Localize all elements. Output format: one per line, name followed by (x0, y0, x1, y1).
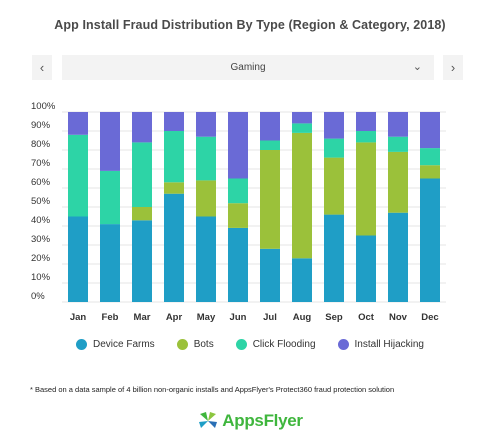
bar-segment (260, 112, 280, 141)
bar-segment (132, 142, 152, 207)
logo-text: AppsFlyer (222, 411, 303, 430)
bar-segment (68, 112, 88, 135)
bar-segment (228, 227, 248, 302)
bar-segment (292, 123, 312, 133)
bar-segment (196, 112, 216, 137)
bar-segment (164, 193, 184, 302)
bar-segment (292, 258, 312, 302)
y-tick-label: 90% (31, 120, 51, 131)
bar-segment (420, 165, 440, 179)
x-tick-label: Apr (166, 312, 183, 323)
category-select-value: Gaming (230, 62, 266, 73)
bar-segment (260, 140, 280, 150)
bar-segment (388, 136, 408, 152)
y-tick-label: 20% (31, 253, 51, 264)
bar-segment (292, 112, 312, 124)
legend-label: Bots (193, 339, 214, 350)
y-tick-label: 40% (31, 215, 51, 226)
y-tick-label: 50% (31, 196, 51, 207)
legend-swatch (76, 339, 87, 350)
bar-segment (356, 235, 376, 302)
legend-label: Click Flooding (252, 339, 316, 350)
bar-segment (132, 207, 152, 221)
y-tick-label: 30% (31, 234, 51, 245)
bar-segment (420, 148, 440, 166)
appsflyer-logo: AppsFlyer (0, 410, 500, 432)
bar-segment (196, 136, 216, 181)
x-tick-label: Feb (102, 312, 119, 323)
bar-segment (388, 212, 408, 302)
x-tick-label: Aug (293, 312, 312, 323)
bar-segment (100, 170, 120, 225)
bar-segment (388, 151, 408, 213)
x-tick-label: Jan (70, 312, 87, 323)
bar-segment (356, 142, 376, 236)
x-tick-label: Sep (325, 312, 343, 323)
y-tick-label: 0% (31, 291, 45, 302)
x-tick-label: Dec (421, 312, 438, 323)
bar-segment (132, 220, 152, 302)
bar-segment (68, 134, 88, 217)
bar-segment (164, 131, 184, 183)
bar-segment (324, 112, 344, 139)
stacked-bar-chart: 0% 10% 20% 30% 40% 50% 60% 70% 80% 90% 100% Jan Feb M… (31, 101, 446, 323)
chart-title: App Install Fraud Distribution By Type (… (54, 18, 446, 32)
x-tick-label: Mar (134, 312, 151, 323)
bar-segment (324, 138, 344, 158)
bar-segment (324, 157, 344, 215)
bar-segment (260, 150, 280, 249)
legend-item: Bots (176, 339, 214, 350)
bar-segment (260, 248, 280, 302)
x-tick-label: Jun (230, 312, 247, 323)
legend-swatch (235, 339, 247, 350)
bar-segment (164, 182, 184, 194)
chevron-down-icon: ⌄ (412, 61, 422, 73)
legend-item: Device Farms (76, 339, 155, 350)
bar-segment (68, 216, 88, 302)
previous-button[interactable]: ‹ (32, 55, 52, 80)
bar-segment (324, 214, 344, 302)
bar-segment (228, 178, 248, 204)
bar-segment (228, 112, 248, 179)
bar-segment (356, 131, 376, 143)
bar-segment (356, 112, 376, 131)
bar-segment (388, 112, 408, 137)
next-button[interactable]: › (443, 55, 463, 80)
appsflyer-leaf-icon (199, 412, 218, 428)
legend-swatch (176, 339, 188, 350)
y-tick-label: 100% (31, 101, 56, 112)
legend-item: Install Hijacking (337, 339, 424, 350)
footnote: * Based on a data sample of 4 billion no… (30, 385, 395, 394)
legend-item: Click Flooding (235, 339, 316, 350)
y-tick-label: 60% (31, 177, 51, 188)
bar-segment (420, 112, 440, 149)
y-tick-label: 70% (31, 158, 51, 169)
y-tick-label: 10% (31, 272, 51, 283)
x-tick-label: Oct (358, 312, 375, 323)
legend-label: Device Farms (93, 339, 155, 350)
bar-segment (100, 224, 120, 302)
x-tick-label: May (197, 312, 216, 323)
bar-segment (196, 180, 216, 217)
bar-segment (100, 112, 120, 171)
y-tick-label: 80% (31, 139, 51, 150)
bar-segment (292, 132, 312, 259)
chevron-left-icon: ‹ (39, 60, 45, 75)
legend-swatch (337, 339, 349, 350)
bar-segment (164, 112, 184, 131)
chevron-right-icon: › (450, 60, 456, 75)
x-tick-label: Jul (263, 312, 277, 323)
legend-label: Install Hijacking (354, 339, 424, 350)
bar-segment (420, 178, 440, 302)
bar-segment (228, 203, 248, 228)
bar-segment (196, 216, 216, 302)
bar-segment (132, 112, 152, 143)
category-select[interactable]: Gaming ⌄ (62, 55, 434, 80)
x-tick-label: Nov (389, 312, 408, 323)
chart-legend: Device Farms Bots Click Flooding Install Hi… (0, 339, 500, 350)
